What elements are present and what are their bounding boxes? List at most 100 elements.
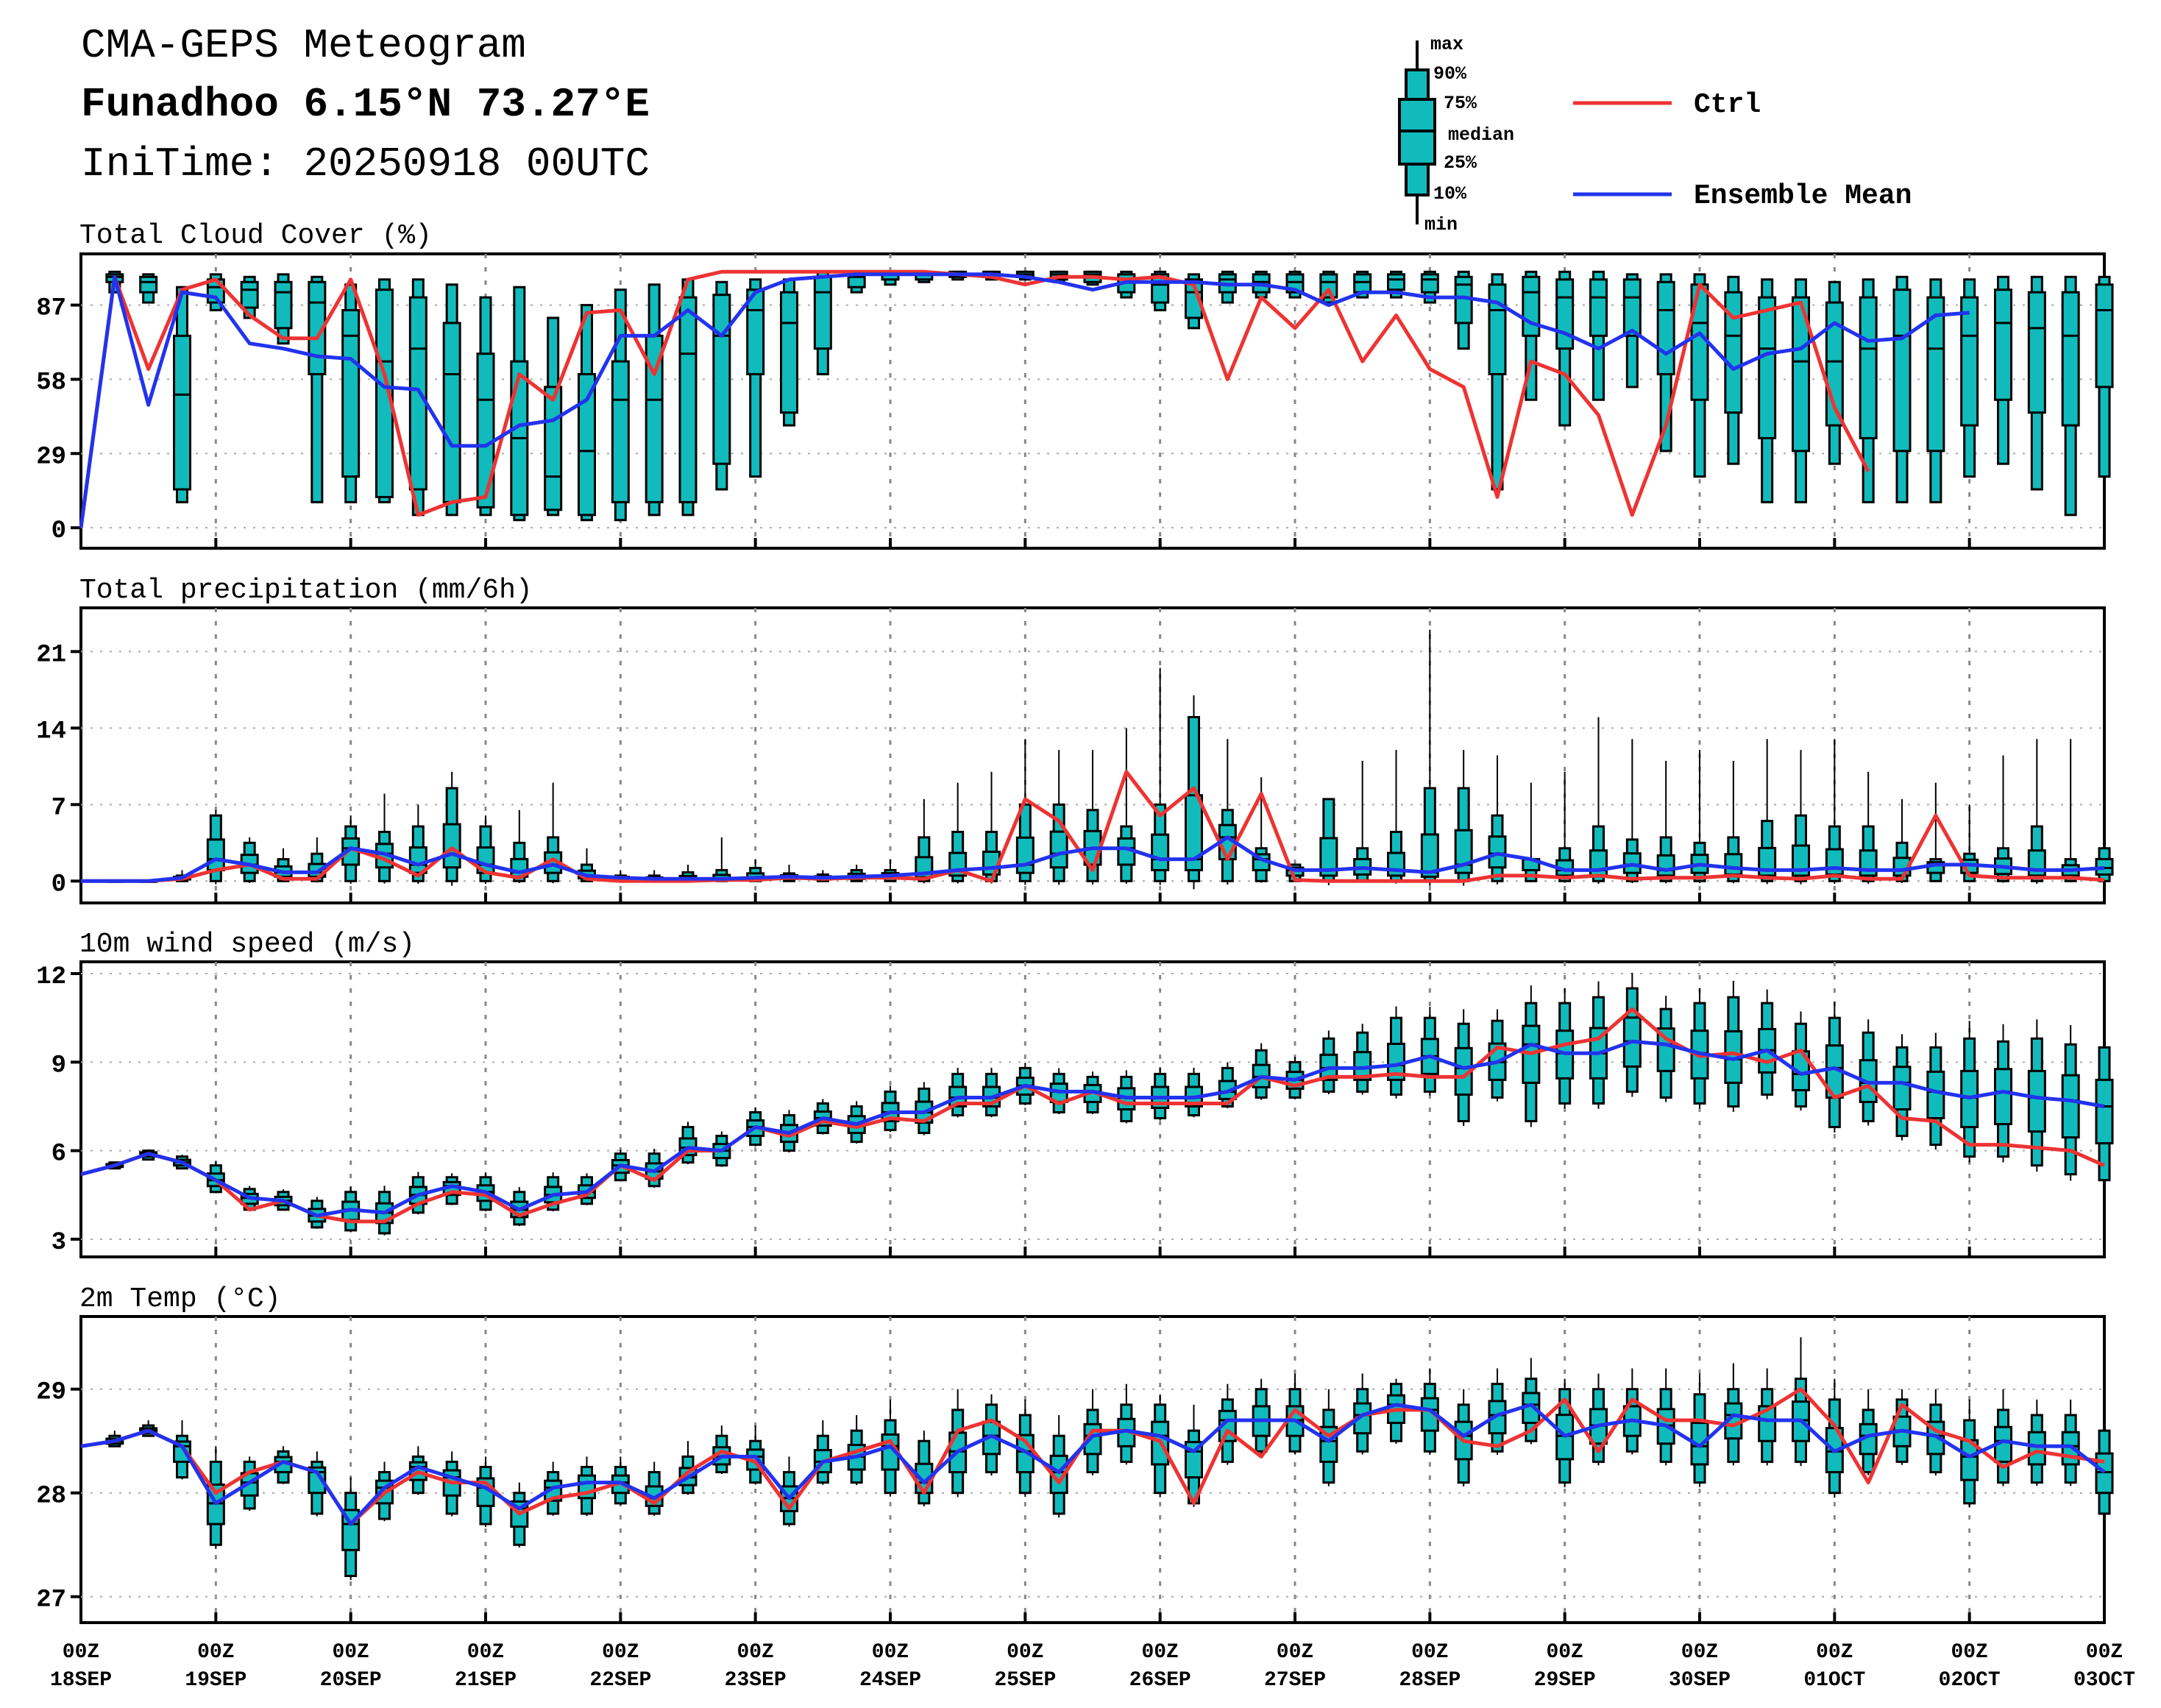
box-inner bbox=[341, 309, 361, 478]
ensemble-box bbox=[476, 296, 495, 517]
y-tick-label: 9 bbox=[52, 1052, 66, 1080]
ensemble-box bbox=[1792, 750, 1810, 885]
ensemble-box bbox=[1994, 755, 2012, 883]
box-inner bbox=[1724, 853, 1743, 876]
y-tick-label: 6 bbox=[52, 1141, 66, 1169]
x-axis: 00Z 18SEP 00Z 19SEP 00Z 20SEP 00Z 21SEP 00Z 22SEP… bbox=[50, 1641, 2135, 1692]
x-tick-label-date: 21SEP bbox=[455, 1669, 517, 1692]
ensemble-box bbox=[2027, 1019, 2046, 1172]
ensemble-box bbox=[442, 771, 461, 886]
box-inner bbox=[1420, 273, 1439, 294]
x-tick-label-date: 25SEP bbox=[994, 1669, 1056, 1692]
x-tick-label-hour: 00Z bbox=[1951, 1641, 1987, 1664]
ensemble-box bbox=[1758, 278, 1777, 503]
ensemble-box bbox=[948, 1067, 968, 1118]
y-tick-label: 0 bbox=[52, 871, 66, 899]
y-tick-label: 14 bbox=[36, 717, 66, 745]
ensemble-box bbox=[813, 1420, 832, 1485]
ctrl-line bbox=[81, 770, 2105, 883]
y-tick-label: 27 bbox=[36, 1587, 66, 1615]
ensemble-box bbox=[1926, 1389, 1945, 1476]
ctrl-line bbox=[80, 1387, 2105, 1526]
panel-title-wind: 10m wind speed (m/s) bbox=[79, 929, 415, 960]
ensemble-box bbox=[1319, 1030, 1338, 1095]
box-inner bbox=[1724, 291, 1743, 414]
ensemble-box bbox=[2061, 275, 2080, 517]
box-inner bbox=[678, 296, 698, 503]
box-inner bbox=[1589, 278, 1608, 337]
box-inner bbox=[2061, 1074, 2080, 1139]
x-tick-label-date: 28SEP bbox=[1399, 1669, 1461, 1692]
ensemble-mean-line bbox=[79, 272, 1970, 528]
ensemble-box bbox=[1859, 1019, 1878, 1126]
ensemble-box bbox=[1758, 739, 1777, 885]
ensemble-box bbox=[1218, 270, 1237, 304]
ensemble-box bbox=[1420, 270, 1439, 304]
box-inner bbox=[1420, 833, 1439, 878]
ensemble-box bbox=[1151, 667, 1170, 885]
box-inner bbox=[206, 838, 225, 871]
x-tick-label-date: 20SEP bbox=[320, 1669, 382, 1692]
x-tick-label-date: 19SEP bbox=[185, 1669, 246, 1692]
box-inner bbox=[1656, 854, 1675, 877]
ensemble-box bbox=[915, 1431, 934, 1507]
ensemble-box bbox=[2061, 1024, 2080, 1181]
ensemble-box bbox=[1353, 1024, 1372, 1095]
x-tick-label-hour: 00Z bbox=[332, 1641, 369, 1664]
box-inner bbox=[2095, 283, 2114, 389]
box-inner bbox=[408, 296, 427, 491]
ensemble-box bbox=[1622, 973, 1642, 1097]
ensemble-box bbox=[1589, 270, 1608, 401]
ensemble-box bbox=[982, 1067, 1001, 1118]
box-inner bbox=[1892, 1066, 1912, 1110]
ensemble-box bbox=[308, 275, 327, 503]
y-tick-label: 87 bbox=[36, 295, 66, 323]
box-inner bbox=[1690, 1422, 1709, 1466]
ensemble-box bbox=[2061, 1399, 2080, 1486]
ensemble-box bbox=[1319, 798, 1338, 885]
box-inner bbox=[1622, 278, 1642, 337]
x-tick-label-hour: 00Z bbox=[197, 1641, 234, 1664]
ensemble-box bbox=[341, 283, 361, 503]
ensemble-box bbox=[1994, 275, 2012, 465]
init-time-label: IniTime: 20250918 00UTC bbox=[81, 141, 650, 188]
box-inner bbox=[2027, 1431, 2046, 1466]
legend-p90: 90% bbox=[1433, 63, 1467, 85]
ensemble-box bbox=[1859, 771, 1878, 885]
ensemble-box bbox=[375, 278, 394, 503]
ensemble-box bbox=[1353, 760, 1372, 883]
panel-title-precip: Total precipitation (mm/6h) bbox=[79, 575, 533, 606]
ensemble-box bbox=[1792, 278, 1810, 503]
legend-ctrl-label: Ctrl bbox=[1694, 89, 1761, 121]
legend-p25: 25% bbox=[1444, 152, 1477, 174]
box-inner bbox=[1994, 288, 2012, 401]
panel-temperature: 27 28 29 bbox=[36, 1315, 2114, 1624]
ensemble-box bbox=[1488, 755, 1507, 885]
y-tick-label: 0 bbox=[52, 517, 66, 545]
ensemble-box bbox=[1825, 739, 1844, 885]
x-tick-label-date: 26SEP bbox=[1129, 1669, 1191, 1692]
ensemble-box bbox=[1218, 1062, 1237, 1109]
box-inner bbox=[1792, 296, 1810, 453]
box-inner bbox=[1555, 278, 1575, 350]
x-tick-label-hour: 00Z bbox=[1141, 1641, 1178, 1664]
x-tick-label-date: 22SEP bbox=[589, 1669, 651, 1692]
box-inner bbox=[611, 360, 630, 503]
box-inner bbox=[780, 291, 798, 414]
box-inner bbox=[1185, 278, 1203, 319]
ensemble-mean-line bbox=[81, 835, 2105, 883]
ensemble-box bbox=[1488, 1009, 1507, 1102]
box-legend-icon bbox=[1398, 40, 1436, 224]
ensemble-box bbox=[1690, 273, 1709, 478]
ensemble-box bbox=[341, 1477, 361, 1581]
legend-mean-label: Ensemble Mean bbox=[1694, 180, 1912, 212]
ensemble-box bbox=[1960, 278, 1979, 478]
ensemble-box bbox=[813, 270, 832, 375]
ensemble-box bbox=[1690, 1373, 1709, 1487]
ensemble-box bbox=[1792, 1337, 1810, 1467]
ensemble-box bbox=[2027, 1399, 2046, 1486]
x-tick-label-hour: 00Z bbox=[1411, 1641, 1448, 1664]
y-tick-label: 29 bbox=[36, 443, 66, 471]
ensemble-box bbox=[1185, 695, 1203, 890]
ensemble-box bbox=[881, 1399, 900, 1497]
